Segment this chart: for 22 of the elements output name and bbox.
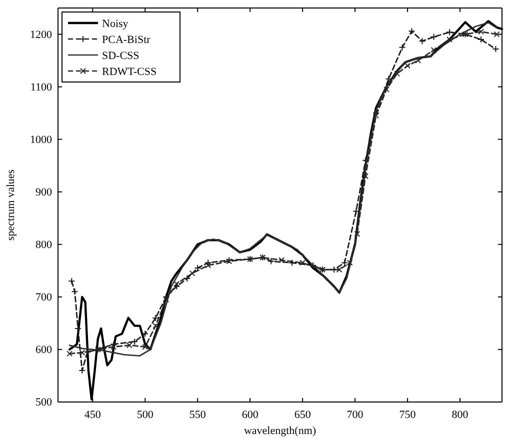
legend-label: RDWT-CSS xyxy=(102,66,157,78)
y-tick-label: 1200 xyxy=(30,28,52,41)
x-tick-label: 650 xyxy=(294,408,312,421)
y-tick-label: 1000 xyxy=(30,134,52,146)
y-tick-label: 700 xyxy=(36,291,52,304)
x-tick-label: 800 xyxy=(452,408,469,421)
x-axis-title: wavelength(nm) xyxy=(244,425,316,437)
legend-label: Noisy xyxy=(102,18,129,30)
x-tick-label: 750 xyxy=(399,408,416,421)
legend-label: PCA-BiStr xyxy=(102,34,151,46)
x-tick-label: 600 xyxy=(242,408,259,421)
x-tick-label: 700 xyxy=(346,408,364,421)
x-tick-label: 500 xyxy=(136,408,154,421)
y-tick-label: 900 xyxy=(36,186,52,198)
x-tick-label: 550 xyxy=(189,408,206,421)
x-tick-label: 450 xyxy=(84,408,102,421)
legend-label: SD-CSS xyxy=(102,50,140,62)
y-axis-title: spectrum values xyxy=(5,169,17,241)
y-tick-label: 800 xyxy=(36,238,52,251)
y-tick-label: 1100 xyxy=(30,81,52,94)
y-tick-label: 600 xyxy=(36,344,52,356)
y-tick-label: 500 xyxy=(36,396,52,409)
